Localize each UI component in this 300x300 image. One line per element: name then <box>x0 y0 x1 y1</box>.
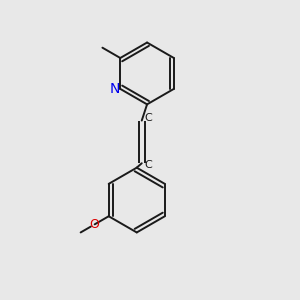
Text: C: C <box>144 160 152 170</box>
Text: N: N <box>110 82 121 96</box>
Text: O: O <box>90 218 100 231</box>
Text: C: C <box>144 113 152 124</box>
